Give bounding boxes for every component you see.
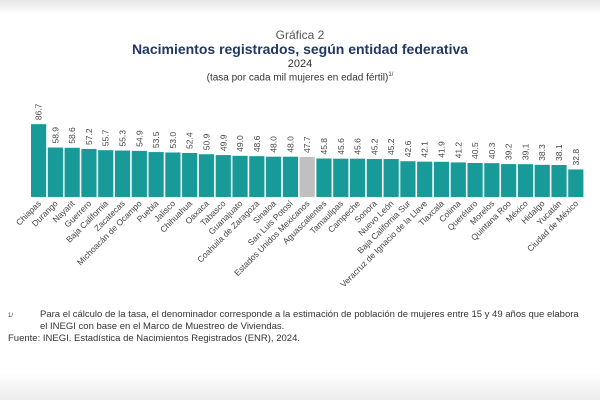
bar — [316, 158, 332, 197]
bar — [450, 162, 466, 197]
value-label: 45.8 — [319, 138, 329, 155]
value-label: 48.0 — [269, 136, 279, 153]
value-label: 39.1 — [520, 143, 530, 160]
value-label: 38.3 — [537, 144, 547, 161]
bar — [333, 158, 349, 197]
value-label: 54.9 — [134, 130, 144, 147]
bar — [249, 156, 265, 197]
value-label: 40.3 — [487, 142, 497, 159]
bar — [484, 163, 500, 197]
bar — [282, 156, 299, 197]
bar — [232, 155, 248, 197]
value-label: 42.1 — [420, 141, 430, 158]
top-blur-band — [0, 0, 600, 14]
bar — [349, 158, 366, 197]
bar — [31, 124, 47, 197]
bar — [165, 152, 181, 197]
chart-subtitle: 2024 — [287, 58, 313, 70]
value-label: 52.4 — [185, 132, 195, 149]
bar — [383, 159, 399, 197]
value-label: 53.0 — [168, 132, 178, 149]
value-label: 48.0 — [285, 136, 295, 153]
bar — [114, 150, 131, 197]
value-label: 45.6 — [353, 138, 363, 155]
source-note: Fuente: INEGI. Estadística de Nacimiento… — [8, 333, 300, 344]
bar — [299, 156, 315, 197]
bar — [433, 161, 450, 197]
bar — [266, 156, 282, 197]
value-label: 53.5 — [151, 131, 161, 148]
value-label: 49.0 — [235, 135, 245, 152]
value-label: 50.9 — [201, 133, 211, 150]
chart-label: Gráfica 2 — [275, 28, 325, 42]
value-label: 57.2 — [84, 128, 94, 145]
bar — [400, 161, 416, 197]
bar — [366, 159, 382, 197]
bar — [98, 150, 114, 197]
value-label: 86.7 — [34, 103, 44, 120]
chart-title: Nacimientos registrados, según entidad f… — [131, 41, 469, 57]
bar — [551, 164, 567, 197]
value-label: 48.6 — [252, 135, 262, 152]
value-label: 41.2 — [453, 142, 463, 159]
bar — [534, 164, 550, 197]
value-label: 45.6 — [336, 138, 346, 155]
bar — [501, 164, 517, 197]
value-label: 42.6 — [403, 140, 413, 157]
bar — [568, 169, 584, 197]
value-label: 45.2 — [386, 138, 396, 155]
bar-chart: 86.7Chiapas58.9Durango58.6Nayarit57.2Gue… — [14, 103, 584, 289]
value-label: 55.7 — [101, 129, 111, 146]
bottom-blur-band — [0, 372, 600, 400]
bar — [131, 150, 147, 197]
value-label: 58.9 — [50, 127, 60, 144]
bar — [47, 147, 63, 197]
value-label: 41.9 — [437, 141, 447, 158]
bar — [81, 148, 97, 197]
value-label: 58.6 — [67, 127, 77, 144]
value-label: 47.7 — [302, 136, 312, 153]
bar — [182, 152, 198, 197]
value-label: 39.2 — [504, 143, 514, 160]
footnote-mark: 1/ — [8, 313, 14, 319]
bar — [198, 154, 215, 197]
value-label: 38.1 — [554, 144, 564, 161]
bar — [148, 152, 164, 197]
value-label: 45.2 — [369, 138, 379, 155]
value-label: 32.8 — [571, 149, 581, 166]
footnote-text: Para el cálculo de la tasa, el denominad… — [40, 309, 579, 332]
value-label: 40.5 — [470, 142, 480, 159]
bar — [517, 164, 534, 197]
value-label: 55.3 — [118, 130, 128, 147]
bar — [215, 155, 231, 197]
bar — [417, 161, 433, 197]
bar — [467, 162, 483, 197]
unit-footnote-mark: 1/ — [388, 72, 394, 78]
value-label: 49.9 — [218, 134, 228, 151]
unit-text: (tasa por cada mil mujeres en edad férti… — [206, 72, 389, 84]
chart-unit: (tasa por cada mil mujeres en edad férti… — [0, 72, 600, 83]
bar — [64, 147, 80, 197]
